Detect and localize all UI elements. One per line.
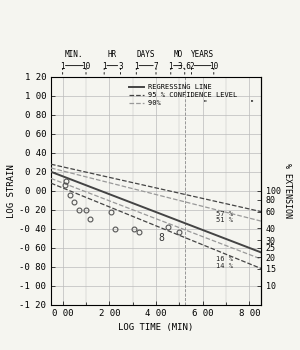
Text: 14 %: 14 % <box>215 263 232 269</box>
X-axis label: LOG TIME (MIN): LOG TIME (MIN) <box>118 323 194 331</box>
Text: MIN.: MIN. <box>65 50 84 59</box>
Text: 1: 1 <box>169 62 173 71</box>
Text: 16 %: 16 % <box>215 256 232 262</box>
Text: YEARS: YEARS <box>191 50 214 59</box>
Text: 8: 8 <box>158 233 164 243</box>
Text: 3.6: 3.6 <box>178 62 192 71</box>
Text: 1: 1 <box>134 62 139 71</box>
Text: 57 %: 57 % <box>215 211 232 217</box>
Text: MO: MO <box>173 50 182 59</box>
Y-axis label: % EXTENSION: % EXTENSION <box>283 163 292 218</box>
Legend: REGRESSING LINE, 95 % CONFIDENCE LEVEL, 90%          "          ": REGRESSING LINE, 95 % CONFIDENCE LEVEL, … <box>128 83 255 108</box>
Text: 51 %: 51 % <box>215 217 232 223</box>
Text: 7: 7 <box>154 62 158 71</box>
Text: 1: 1 <box>60 62 65 71</box>
Text: HR: HR <box>108 50 117 59</box>
Text: 10: 10 <box>209 62 218 71</box>
Text: 10: 10 <box>81 62 91 71</box>
Text: DAYS: DAYS <box>137 50 155 59</box>
Text: 2: 2 <box>189 62 194 71</box>
Y-axis label: LOG STRAIN: LOG STRAIN <box>8 164 16 218</box>
Text: 3: 3 <box>118 62 123 71</box>
Text: 1: 1 <box>102 62 106 71</box>
